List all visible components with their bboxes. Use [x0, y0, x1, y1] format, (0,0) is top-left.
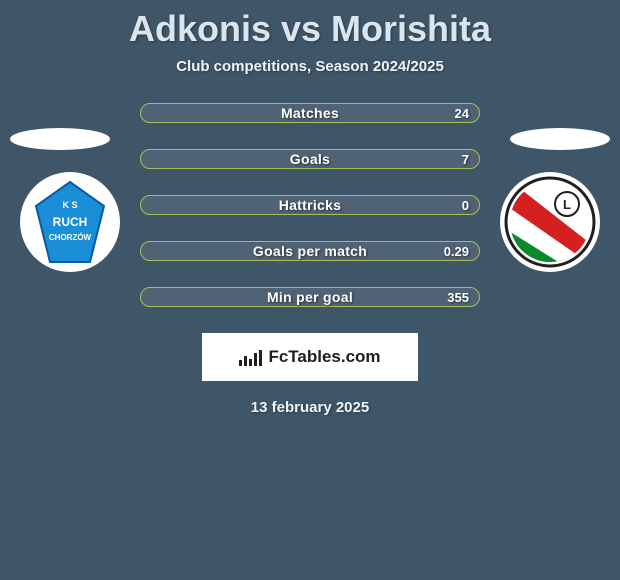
stat-label: Goals per match	[253, 243, 367, 259]
svg-text:CHORZÓW: CHORZÓW	[49, 233, 92, 242]
date-text: 13 february 2025	[0, 399, 620, 416]
stat-row: Goals 7	[0, 149, 620, 169]
stat-label: Hattricks	[279, 197, 342, 213]
stat-label: Matches	[281, 105, 339, 121]
stat-row: Min per goal 355	[0, 287, 620, 307]
club-badge-right: L	[500, 172, 600, 272]
legia-crest-icon: L	[504, 176, 596, 268]
branding-box[interactable]: FcTables.com	[202, 333, 418, 381]
stat-value-right: 7	[462, 152, 469, 167]
subtitle: Club competitions, Season 2024/2025	[0, 58, 620, 75]
stat-value-right: 355	[447, 290, 469, 305]
ruch-chorzow-crest-icon: K S RUCH CHORZÓW	[30, 178, 110, 266]
stat-row: Matches 24	[0, 103, 620, 123]
stat-value-right: 24	[455, 106, 469, 121]
stat-value-right: 0.29	[444, 244, 469, 259]
svg-text:K S: K S	[62, 200, 77, 210]
player-silhouette-right	[510, 128, 610, 150]
stat-label: Min per goal	[267, 289, 353, 305]
svg-text:L: L	[563, 197, 571, 212]
bar-chart-icon	[239, 348, 262, 366]
svg-text:RUCH: RUCH	[53, 215, 88, 229]
player-silhouette-left	[10, 128, 110, 150]
page-title: Adkonis vs Morishita	[0, 0, 620, 50]
branding-text: FcTables.com	[268, 347, 380, 367]
club-badge-left: K S RUCH CHORZÓW	[20, 172, 120, 272]
stat-value-right: 0	[462, 198, 469, 213]
stat-label: Goals	[290, 151, 330, 167]
